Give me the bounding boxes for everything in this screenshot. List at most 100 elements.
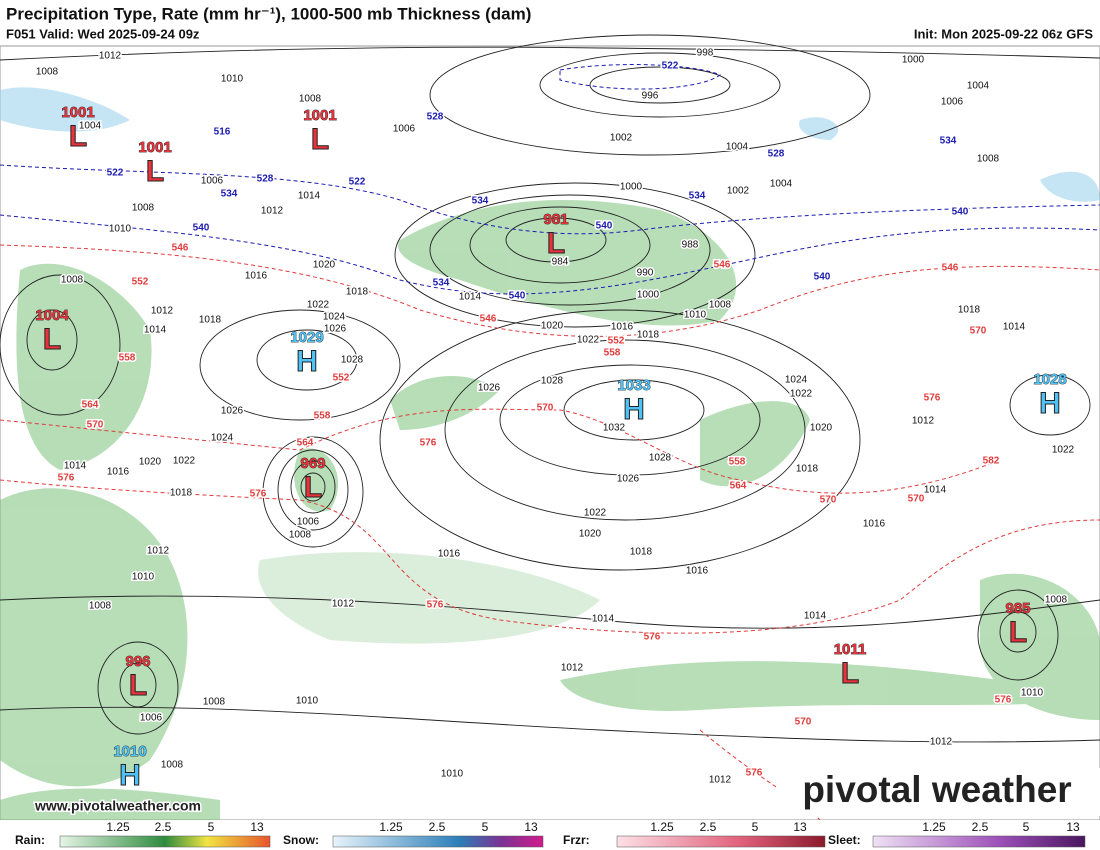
center-pressure: 1001 — [61, 104, 94, 121]
thickness-label: 534 — [433, 278, 450, 289]
thickness-label: 558 — [119, 353, 136, 364]
thickness-label: 576 — [995, 695, 1012, 706]
thickness-label: 540 — [509, 291, 526, 302]
isobar-label: 1012 — [561, 663, 584, 674]
thickness-label: 564 — [730, 481, 747, 492]
isobar-label: 1010 — [221, 74, 244, 85]
thickness-label: 546 — [942, 263, 959, 274]
isobar-label: 1018 — [346, 287, 369, 298]
center-letter: H — [623, 393, 645, 426]
isobar-label: 1020 — [541, 321, 564, 332]
isobar-label: 1008 — [89, 601, 112, 612]
isobar-label: 1028 — [341, 355, 364, 366]
isobar-label: 1012 — [709, 775, 732, 786]
legend-label: Sleet: — [828, 833, 861, 847]
center-letter: L — [1009, 616, 1027, 649]
isobar-label: 1022 — [584, 508, 607, 519]
isobar-label: 1008 — [289, 530, 312, 541]
isobar-label: 1000 — [637, 290, 660, 301]
isobar-label: 1010 — [684, 310, 707, 321]
isobar-label: 1014 — [1003, 322, 1026, 333]
center-pressure: 1004 — [35, 307, 69, 324]
isobar-label: 1012 — [261, 206, 284, 217]
isobar-label: 1016 — [611, 322, 634, 333]
isobar-label: 1026 — [478, 383, 501, 394]
isobar-label: 1022 — [173, 456, 196, 467]
isobar-label: 1006 — [140, 713, 163, 724]
center-letter: L — [146, 155, 164, 188]
center-letter: L — [841, 657, 859, 690]
thickness-label: 540 — [193, 223, 210, 234]
center-letter: H — [1039, 387, 1061, 420]
watermark-brand: pivotal weather — [802, 769, 1071, 810]
thickness-label: 570 — [87, 420, 104, 431]
isobar-label: 1018 — [958, 305, 981, 316]
isobar-label: 1014 — [298, 191, 321, 202]
isobar-label: 1018 — [637, 330, 660, 341]
center-pressure: 1001 — [138, 139, 171, 156]
thickness-label: 576 — [644, 632, 661, 643]
isobar-label: 1014 — [804, 611, 827, 622]
legend-tick-label: 1.25 — [379, 820, 403, 834]
center-letter: H — [296, 345, 318, 378]
thickness-label: 534 — [472, 196, 489, 207]
isobar-label: 1010 — [109, 224, 132, 235]
thickness-label: 564 — [82, 400, 99, 411]
isobar-label: 1008 — [132, 203, 155, 214]
isobar-label: 1014 — [144, 325, 167, 336]
isobar-label: 1028 — [649, 453, 672, 464]
center-pressure: 1029 — [290, 329, 323, 346]
isobar-label: 996 — [642, 91, 659, 102]
isobar-label: 1004 — [79, 121, 102, 132]
thickness-label: 522 — [107, 168, 124, 179]
isobar-label: 1022 — [1052, 445, 1075, 456]
watermark-url: www.pivotalweather.com — [34, 798, 201, 814]
legend-tick-label: 2.5 — [155, 820, 172, 834]
thickness-label: 534 — [940, 136, 957, 147]
legend-tick-label: 13 — [524, 820, 538, 834]
isobar-label: 1002 — [610, 133, 633, 144]
thickness-label: 582 — [983, 456, 1000, 467]
isobar-label: 1022 — [307, 300, 330, 311]
legend-tick-label: 1.25 — [106, 820, 130, 834]
thickness-label: 540 — [814, 272, 831, 283]
isobar-label: 1010 — [441, 769, 464, 780]
isobar-label: 1020 — [579, 529, 602, 540]
watermark-bg — [778, 768, 1100, 816]
isobars — [0, 34, 1100, 743]
thickness-label: 576 — [420, 438, 437, 449]
thickness-label: 540 — [952, 207, 969, 218]
thickness-label: 528 — [427, 112, 444, 123]
isobar-label: 1026 — [324, 324, 347, 335]
center-pressure: 981 — [543, 211, 568, 228]
thickness-label: 576 — [746, 768, 763, 779]
center-letter: L — [304, 471, 322, 504]
snow-areas — [0, 87, 1100, 202]
isobar-label: 1012 — [912, 416, 935, 427]
isobar-label: 1012 — [151, 306, 174, 317]
precip-areas — [0, 200, 1100, 820]
snow-scale — [332, 835, 544, 848]
legend-tick-label: 13 — [793, 820, 807, 834]
thickness-label: 552 — [333, 373, 350, 384]
isobar-label: 1014 — [592, 614, 615, 625]
thickness-label: 570 — [795, 717, 812, 728]
thickness-label: 546 — [480, 314, 497, 325]
center-letter: L — [69, 120, 87, 153]
isobar-label: 1006 — [297, 517, 320, 528]
isobar-label: 1008 — [36, 67, 59, 78]
isobar-label: 1000 — [620, 182, 643, 193]
sleet-scale — [872, 835, 1086, 848]
isobar-label: 1020 — [139, 457, 162, 468]
isobar-label: 1016 — [863, 519, 886, 530]
isobar-label: 1008 — [709, 300, 732, 311]
isobar-label: 1014 — [459, 292, 482, 303]
isobar-label: 1008 — [61, 275, 84, 286]
thickness-label: 522 — [349, 177, 366, 188]
isobar-label: 990 — [637, 268, 654, 279]
legend-tick-label: 2.5 — [700, 820, 717, 834]
thickness-label: 534 — [221, 189, 238, 200]
thickness-label: 528 — [257, 174, 274, 185]
